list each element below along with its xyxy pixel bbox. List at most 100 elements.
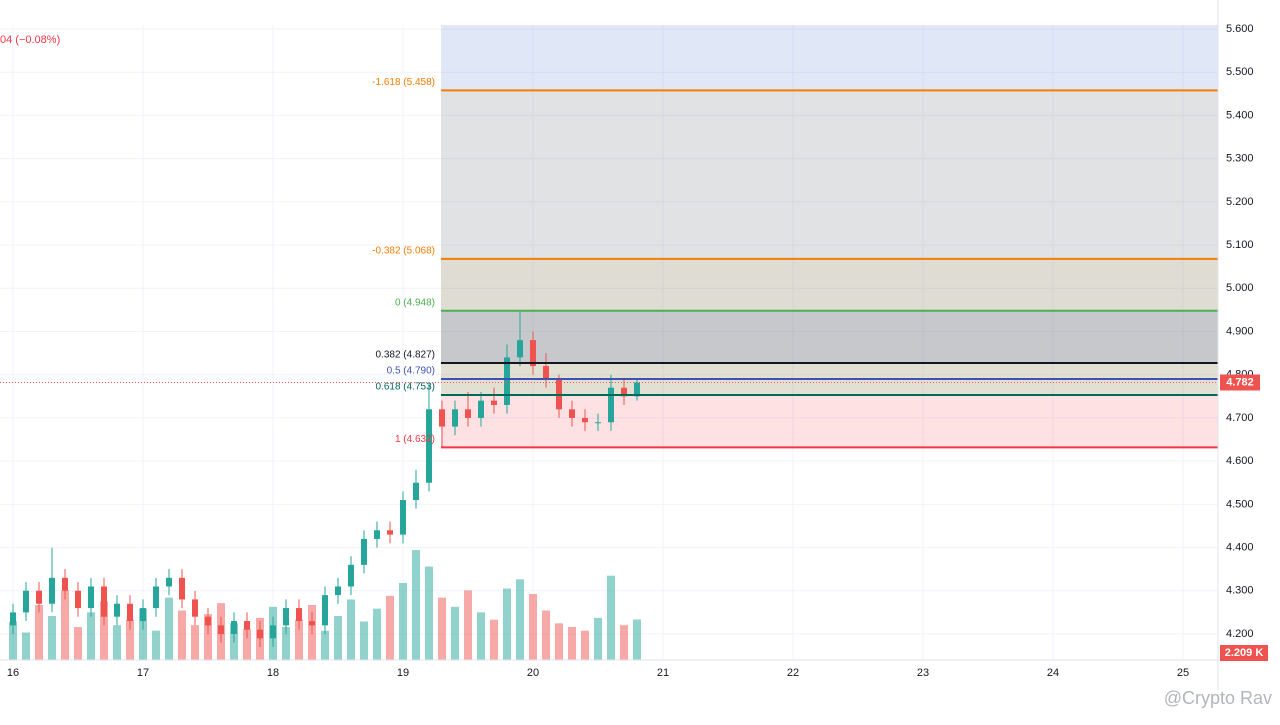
- candle-body: [114, 603, 120, 617]
- candle-body: [218, 625, 224, 634]
- y-tick-label: 4.200: [1226, 628, 1254, 640]
- candle-body: [335, 586, 341, 596]
- candle-body: [543, 366, 549, 380]
- volume-bar: [178, 610, 186, 660]
- volume-bar: [464, 590, 472, 660]
- x-tick-label: 16: [7, 667, 19, 679]
- x-tick-label: 20: [527, 667, 539, 679]
- volume-bar: [503, 588, 511, 660]
- volume-bar: [87, 612, 95, 660]
- volume-bar: [191, 625, 199, 660]
- y-tick-label: 4.400: [1226, 541, 1254, 553]
- x-tick-label: 22: [787, 667, 799, 679]
- header-change: 04 (−0.08%): [0, 34, 60, 46]
- volume-bar: [139, 608, 147, 660]
- volume-bar: [61, 590, 69, 660]
- fib-zone: [441, 363, 1218, 380]
- axes: 4.2004.3004.4004.5004.6004.7004.8004.900…: [0, 23, 1268, 679]
- y-tick-label: 4.600: [1226, 455, 1254, 467]
- fib-label: 0 (4.948): [395, 297, 435, 308]
- x-tick-label: 25: [1177, 667, 1189, 679]
- volume-bar: [48, 616, 56, 660]
- x-tick-label: 24: [1047, 667, 1059, 679]
- volume-bar: [529, 594, 537, 660]
- volume-bar: [9, 621, 17, 660]
- y-tick-label: 4.700: [1226, 412, 1254, 424]
- candle-body: [439, 409, 445, 427]
- volume-bar: [620, 625, 628, 660]
- watermark: @Crypto Rav: [1164, 688, 1272, 708]
- candle-body: [49, 577, 55, 604]
- volume-bar: [490, 619, 498, 660]
- candle-body: [296, 608, 302, 622]
- candle-body: [634, 382, 640, 397]
- y-tick-label: 4.500: [1226, 498, 1254, 510]
- volume-bar: [581, 630, 589, 660]
- candle-body: [140, 608, 146, 622]
- volume-bar: [243, 628, 251, 660]
- candle-body: [10, 612, 16, 626]
- fib-label: 0.618 (4.753): [376, 382, 436, 393]
- y-tick-label: 5.400: [1226, 109, 1254, 121]
- y-tick-label: 5.500: [1226, 66, 1254, 78]
- candle-body: [478, 400, 484, 418]
- candle-body: [179, 577, 185, 600]
- x-tick-label: 23: [917, 667, 929, 679]
- volume-bar: [633, 619, 641, 660]
- volume-bar: [360, 621, 368, 660]
- candle-body: [309, 621, 315, 626]
- volume-bar: [126, 619, 134, 660]
- volume-bar: [35, 605, 43, 660]
- volume-bar: [542, 610, 550, 660]
- volume-bar: [152, 630, 160, 660]
- volume-bar: [100, 601, 108, 660]
- candle-body: [62, 577, 68, 591]
- volume-bar: [438, 597, 446, 660]
- volume-bar: [295, 619, 303, 660]
- candle-body: [205, 616, 211, 626]
- price-axis-panel: [1218, 0, 1280, 690]
- candle-body: [517, 340, 523, 358]
- candle-body: [166, 577, 172, 587]
- volume-bar: [334, 616, 342, 660]
- candle-body: [270, 625, 276, 639]
- volume-bar: [321, 630, 329, 660]
- fib-label: -0.382 (5.068): [372, 246, 435, 257]
- volume-bar: [594, 617, 602, 660]
- price-label-box: [1220, 374, 1260, 391]
- volume: [9, 550, 641, 660]
- volume-bar: [22, 632, 30, 660]
- volume-bar: [451, 606, 459, 660]
- candle-body: [569, 409, 575, 418]
- candle-body: [621, 387, 627, 397]
- volume-bar: [412, 550, 420, 660]
- x-tick-label: 19: [397, 667, 409, 679]
- fib-label: 1 (4.632): [395, 434, 435, 445]
- fib-zone: [441, 90, 1218, 259]
- y-tick-label: 5.200: [1226, 196, 1254, 208]
- x-tick-label: 18: [267, 667, 279, 679]
- candle-body: [465, 409, 471, 418]
- candle-body: [101, 586, 107, 617]
- y-tick-label: 5.000: [1226, 282, 1254, 294]
- fib-label: 0.382 (4.827): [376, 350, 436, 361]
- candle-body: [491, 400, 497, 405]
- candle-body: [426, 409, 432, 483]
- volume-bar: [425, 566, 433, 660]
- candle-body: [361, 538, 367, 565]
- candle-body: [322, 595, 328, 626]
- fib-zones: [441, 25, 1218, 448]
- candle-body: [36, 590, 42, 604]
- y-tick-label: 4.300: [1226, 585, 1254, 597]
- candle-body: [348, 564, 354, 587]
- x-tick-label: 21: [657, 667, 669, 679]
- candles: [10, 310, 640, 647]
- volume-bar: [347, 599, 355, 660]
- volume-bar: [373, 608, 381, 660]
- volume-bar: [165, 597, 173, 660]
- volume-bar: [477, 612, 485, 660]
- volume-bar: [113, 625, 121, 660]
- candle-body: [88, 586, 94, 609]
